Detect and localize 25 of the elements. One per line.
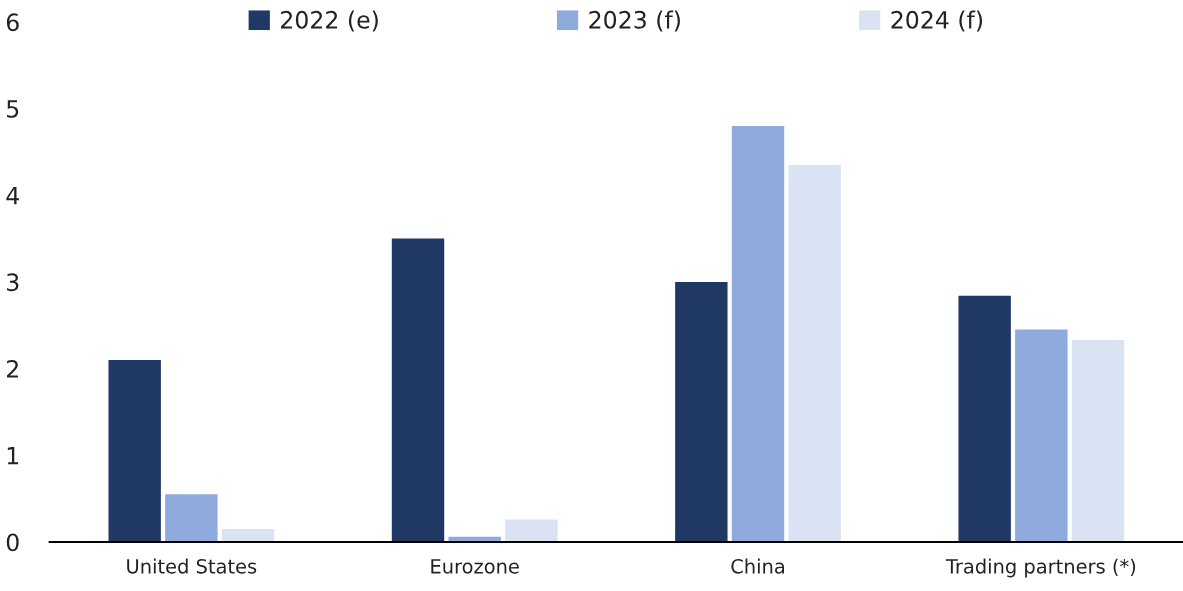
bar (108, 359, 161, 542)
x-tick-label: United States (127, 558, 257, 574)
bar (505, 519, 558, 542)
x-tick-label: Eurozone (431, 559, 519, 574)
y-tick-label: 4 (6, 186, 19, 205)
bar (391, 238, 445, 542)
bar (788, 164, 841, 542)
bar (1071, 339, 1125, 542)
y-tick-label: 1 (7, 447, 19, 465)
bar (221, 528, 275, 542)
x-tick-label: China (731, 558, 785, 574)
y-tick-label: 5 (7, 100, 19, 118)
bar (675, 281, 728, 542)
y-tick-label: 6 (6, 13, 19, 32)
x-tick-label: Trading partners (*) (945, 558, 1136, 578)
legend-label: 2022 (e) (281, 10, 378, 32)
bar (165, 494, 218, 542)
bar (731, 125, 785, 542)
bar (1015, 329, 1068, 542)
bar (958, 295, 1011, 542)
y-tick-label: 2 (6, 360, 18, 378)
legend-label: 2024 (f) (891, 10, 983, 32)
y-tick-label: 0 (6, 533, 19, 552)
y-tick-label: 3 (7, 273, 19, 292)
legend-label: 2023 (f) (589, 10, 680, 32)
